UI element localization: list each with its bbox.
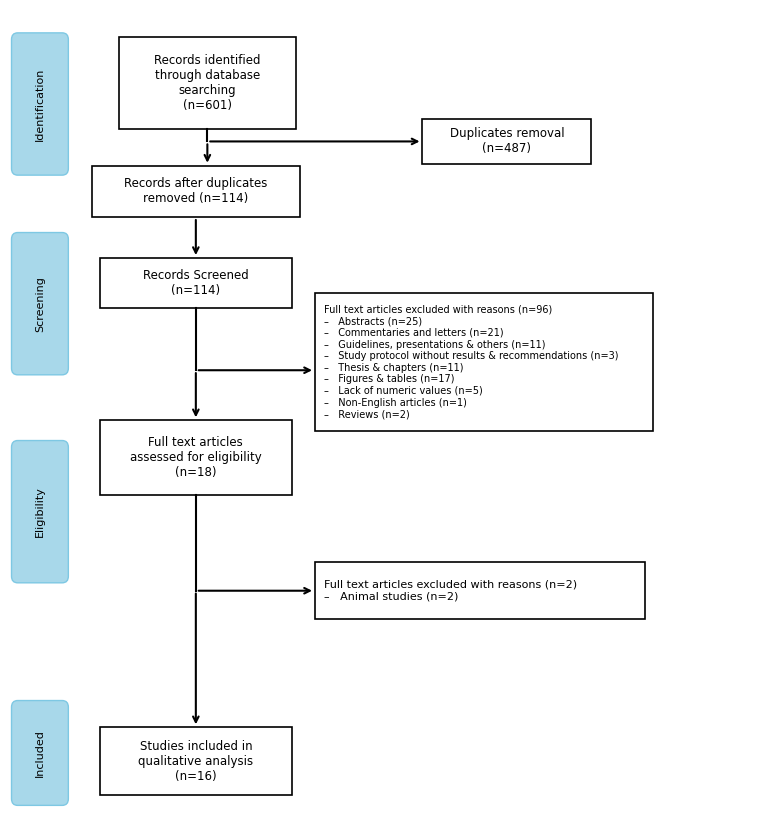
Text: Identification: Identification <box>35 67 45 141</box>
Text: Full text articles
assessed for eligibility
(n=18): Full text articles assessed for eligibil… <box>130 436 262 479</box>
Text: Included: Included <box>35 729 45 777</box>
Bar <box>100 258 292 308</box>
Text: Records identified
through database
searching
(n=601): Records identified through database sear… <box>154 54 260 112</box>
Bar <box>315 562 645 619</box>
Text: Records Screened
(n=114): Records Screened (n=114) <box>143 269 249 297</box>
Bar <box>100 420 292 495</box>
FancyBboxPatch shape <box>12 32 68 175</box>
FancyBboxPatch shape <box>12 233 68 374</box>
Text: Eligibility: Eligibility <box>35 486 45 537</box>
Text: Records after duplicates
removed (n=114): Records after duplicates removed (n=114) <box>124 177 267 206</box>
Text: Full text articles excluded with reasons (n=2)
–   Animal studies (n=2): Full text articles excluded with reasons… <box>324 580 578 602</box>
Bar <box>422 119 591 165</box>
Bar <box>315 293 653 431</box>
Bar <box>100 727 292 795</box>
Bar <box>92 166 300 217</box>
Text: Full text articles excluded with reasons (n=96)
–   Abstracts (n=25)
–   Comment: Full text articles excluded with reasons… <box>324 305 618 419</box>
Text: Duplicates removal
(n=487): Duplicates removal (n=487) <box>449 127 564 156</box>
Text: Screening: Screening <box>35 275 45 332</box>
Text: Studies included in
qualitative analysis
(n=16): Studies included in qualitative analysis… <box>138 740 253 783</box>
Bar <box>119 37 296 129</box>
FancyBboxPatch shape <box>12 441 68 582</box>
FancyBboxPatch shape <box>12 701 68 805</box>
